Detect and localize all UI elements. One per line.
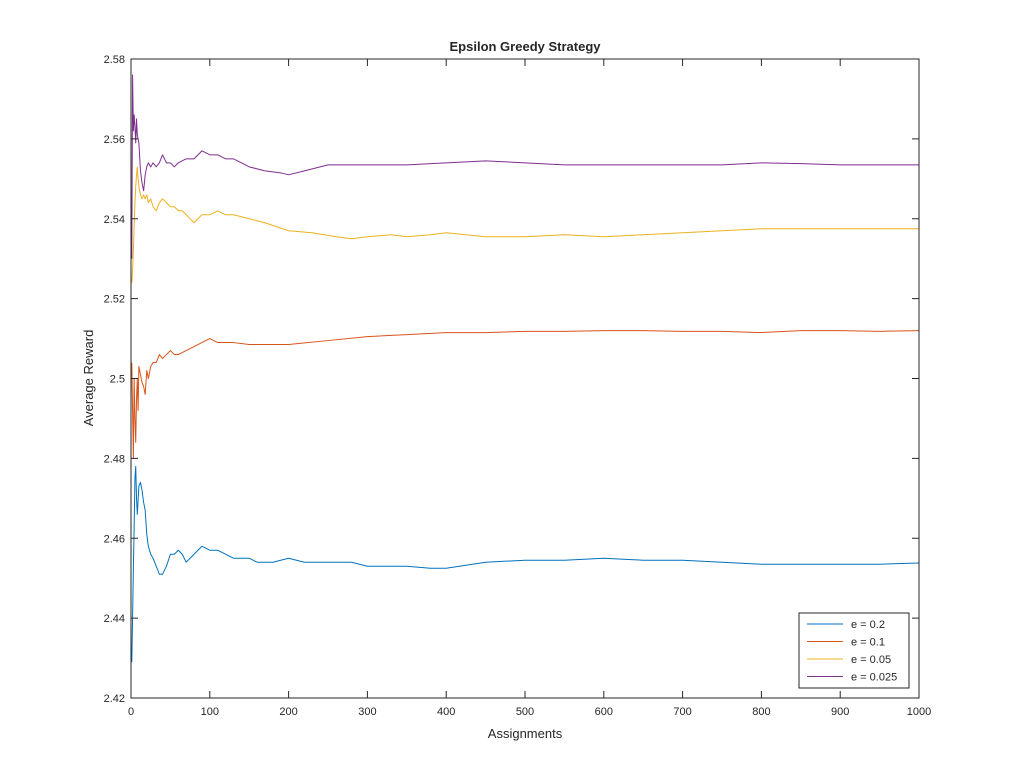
y-tick-label: 2.56 <box>104 134 125 146</box>
plot-area <box>131 59 919 698</box>
x-tick-label: 500 <box>516 706 534 718</box>
series-line-1 <box>131 465 920 663</box>
y-tick-label: 2.52 <box>104 294 125 306</box>
chart-title: Epsilon Greedy Strategy <box>450 39 602 54</box>
x-tick-label: 1000 <box>907 706 931 718</box>
series-layer <box>131 74 920 663</box>
series-line-2 <box>131 330 920 459</box>
x-tick-label: 200 <box>279 706 297 718</box>
y-tick-label: 2.42 <box>104 693 125 705</box>
axes-layer: 0 100 200 300 400 500 600 700 800 900 1000 2.42 2.44… <box>104 54 932 718</box>
y-tick-label: 2.48 <box>104 453 125 465</box>
x-tick-label: 700 <box>673 706 691 718</box>
x-tick-label: 100 <box>201 706 219 718</box>
y-axis-label: Average Reward <box>81 330 96 427</box>
legend-entry: e = 0.2 <box>851 619 885 631</box>
legend-entry: e = 0.1 <box>851 637 885 649</box>
legend: e = 0.2 e = 0.1 e = 0.05 e = 0.025 <box>798 612 910 689</box>
x-axis-label: Assignments <box>488 726 563 741</box>
x-tick-label: 400 <box>437 706 455 718</box>
legend-entry: e = 0.025 <box>851 672 897 684</box>
x-tick-label: 0 <box>128 706 134 718</box>
series-line-4 <box>131 74 919 259</box>
y-tick-label: 2.5 <box>110 374 125 386</box>
y-tick-label: 2.44 <box>104 613 125 625</box>
x-tick-label: 600 <box>595 706 613 718</box>
series-line-3 <box>131 166 919 283</box>
y-tick-label: 2.46 <box>104 533 125 545</box>
x-tick-label: 900 <box>831 706 849 718</box>
y-tick-label: 2.54 <box>104 214 125 226</box>
legend-entry: e = 0.05 <box>851 654 891 666</box>
legend-box <box>798 612 910 689</box>
x-tick-label: 300 <box>358 706 376 718</box>
x-tick-label: 800 <box>752 706 770 718</box>
y-tick-label: 2.58 <box>104 54 125 66</box>
